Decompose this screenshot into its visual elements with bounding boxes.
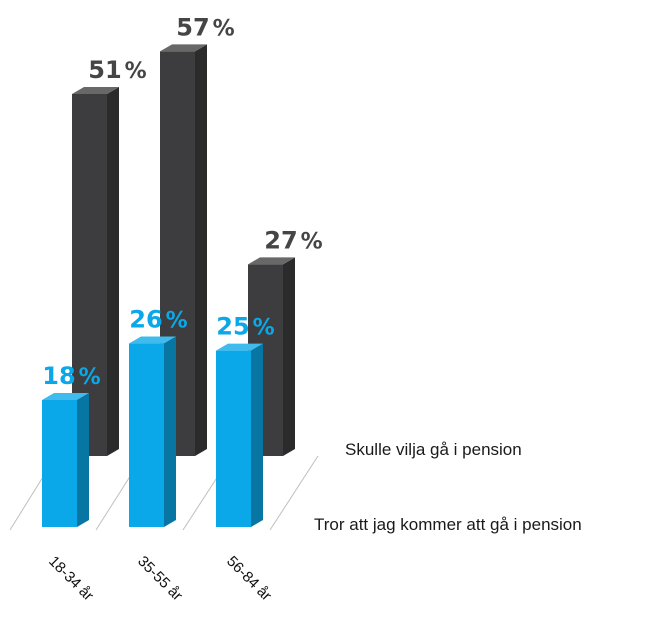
front-bar-3 [216,343,263,527]
back-bar-1-top [72,87,119,94]
front-bar-2 [129,336,176,527]
front-series-bars [42,336,263,527]
back-bar-3-top [248,257,295,265]
front-bar-1-front [42,400,77,527]
series-label-front: Tror att jag kommer att gå i pension [314,515,582,534]
front-bar-2-front [129,343,164,527]
back-value-label-2: 57% [176,13,234,41]
front-bar-2-side [164,336,176,527]
category-label-1: 18-34 år [45,553,97,605]
front-value-label-2: 26% [129,306,187,334]
back-bar-2-top [160,44,207,52]
back-value-label-1: 51% [88,56,146,84]
category-label-2: 35-55 år [134,553,186,605]
back-bar-1-side [107,87,119,456]
back-bar-2-side [195,44,207,456]
front-bar-3-front [216,350,251,527]
front-value-label-3: 25% [216,313,274,341]
front-bar-2-top [129,336,176,344]
front-value-label-1: 18% [42,362,100,390]
front-bar-1-side [77,393,89,527]
back-value-label-3: 27% [264,226,322,254]
series-label-back: Skulle vilja gå i pension [345,440,522,459]
front-bar-1-top [42,393,89,400]
category-labels: 18-34 år 35-55 år 56-84 år [45,553,275,605]
back-bar-3-side [283,257,295,456]
front-bar-3-side [251,343,263,527]
value-labels: 51 % 57 % 27 % 18 % 26% 25% [42,13,322,390]
front-bar-1 [42,393,89,527]
category-label-3: 56-84 år [223,553,275,605]
front-bar-3-top [216,343,263,351]
floor-line [269,455,319,531]
